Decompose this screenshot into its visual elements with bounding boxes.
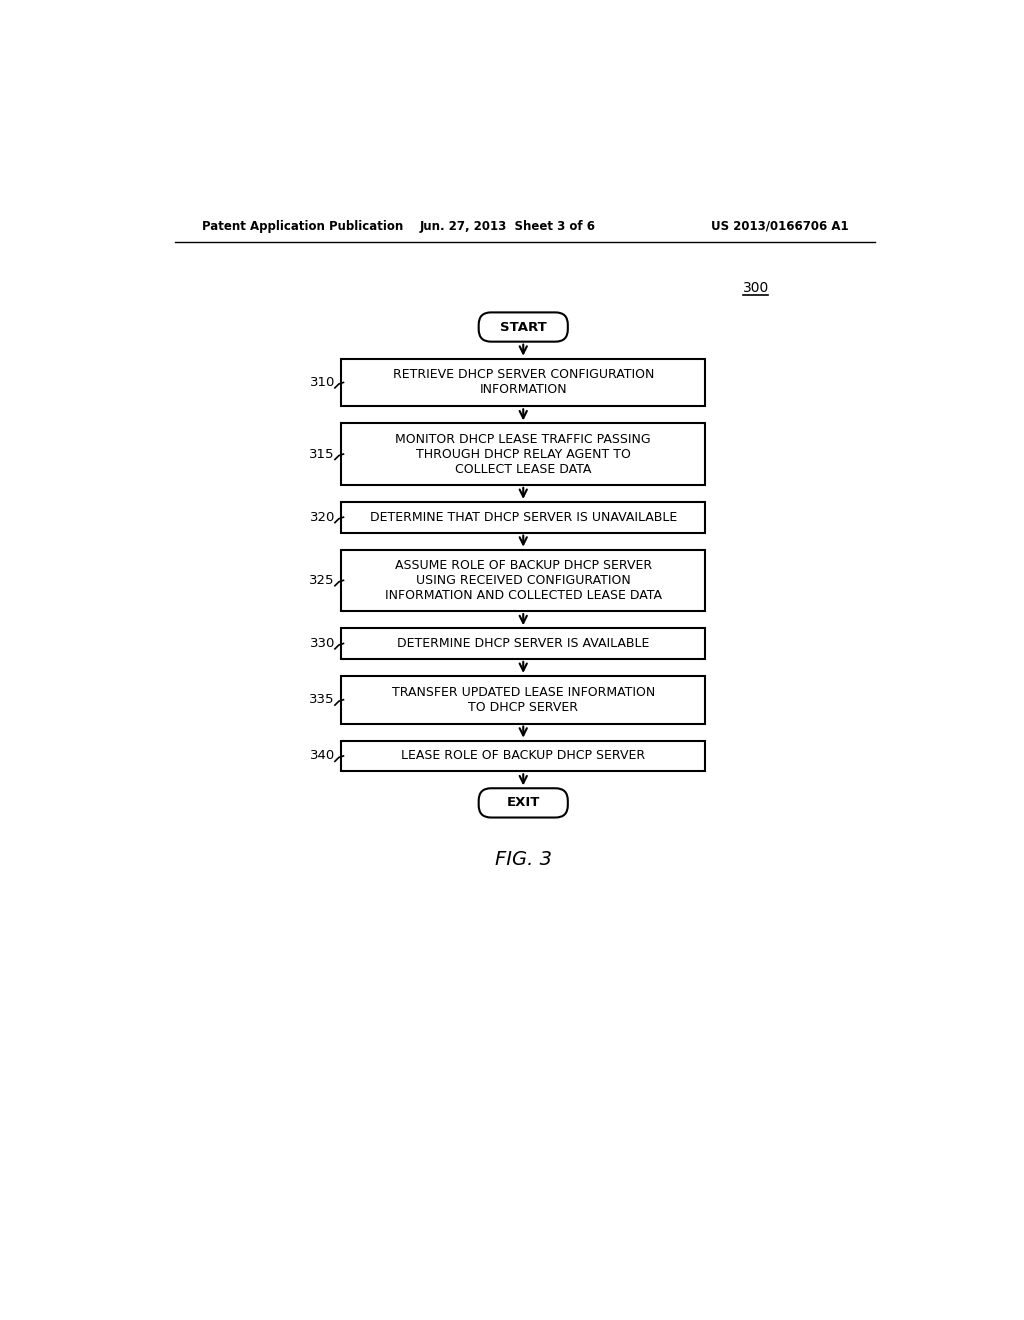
FancyBboxPatch shape [341, 502, 706, 533]
Text: FIG. 3: FIG. 3 [495, 850, 552, 870]
Text: START: START [500, 321, 547, 334]
Text: 300: 300 [742, 281, 769, 294]
FancyBboxPatch shape [341, 628, 706, 659]
Text: 330: 330 [309, 638, 335, 649]
Text: DETERMINE DHCP SERVER IS AVAILABLE: DETERMINE DHCP SERVER IS AVAILABLE [397, 638, 649, 649]
Text: 340: 340 [309, 750, 335, 763]
Text: DETERMINE THAT DHCP SERVER IS UNAVAILABLE: DETERMINE THAT DHCP SERVER IS UNAVAILABL… [370, 511, 677, 524]
Text: ASSUME ROLE OF BACKUP DHCP SERVER
USING RECEIVED CONFIGURATION
INFORMATION AND C: ASSUME ROLE OF BACKUP DHCP SERVER USING … [385, 558, 662, 602]
Text: 320: 320 [309, 511, 335, 524]
Text: US 2013/0166706 A1: US 2013/0166706 A1 [711, 219, 849, 232]
Text: 335: 335 [309, 693, 335, 706]
Text: 325: 325 [309, 574, 335, 587]
Text: 315: 315 [309, 447, 335, 461]
FancyBboxPatch shape [478, 788, 568, 817]
FancyBboxPatch shape [478, 313, 568, 342]
FancyBboxPatch shape [341, 676, 706, 723]
Text: 310: 310 [309, 376, 335, 389]
FancyBboxPatch shape [341, 424, 706, 484]
FancyBboxPatch shape [341, 359, 706, 407]
Text: TRANSFER UPDATED LEASE INFORMATION
TO DHCP SERVER: TRANSFER UPDATED LEASE INFORMATION TO DH… [391, 685, 655, 714]
Text: RETRIEVE DHCP SERVER CONFIGURATION
INFORMATION: RETRIEVE DHCP SERVER CONFIGURATION INFOR… [392, 368, 654, 396]
FancyBboxPatch shape [341, 549, 706, 611]
FancyBboxPatch shape [341, 741, 706, 771]
Text: EXIT: EXIT [507, 796, 540, 809]
Text: MONITOR DHCP LEASE TRAFFIC PASSING
THROUGH DHCP RELAY AGENT TO
COLLECT LEASE DAT: MONITOR DHCP LEASE TRAFFIC PASSING THROU… [395, 433, 651, 475]
Text: Jun. 27, 2013  Sheet 3 of 6: Jun. 27, 2013 Sheet 3 of 6 [420, 219, 596, 232]
Text: Patent Application Publication: Patent Application Publication [202, 219, 402, 232]
Text: LEASE ROLE OF BACKUP DHCP SERVER: LEASE ROLE OF BACKUP DHCP SERVER [401, 750, 645, 763]
